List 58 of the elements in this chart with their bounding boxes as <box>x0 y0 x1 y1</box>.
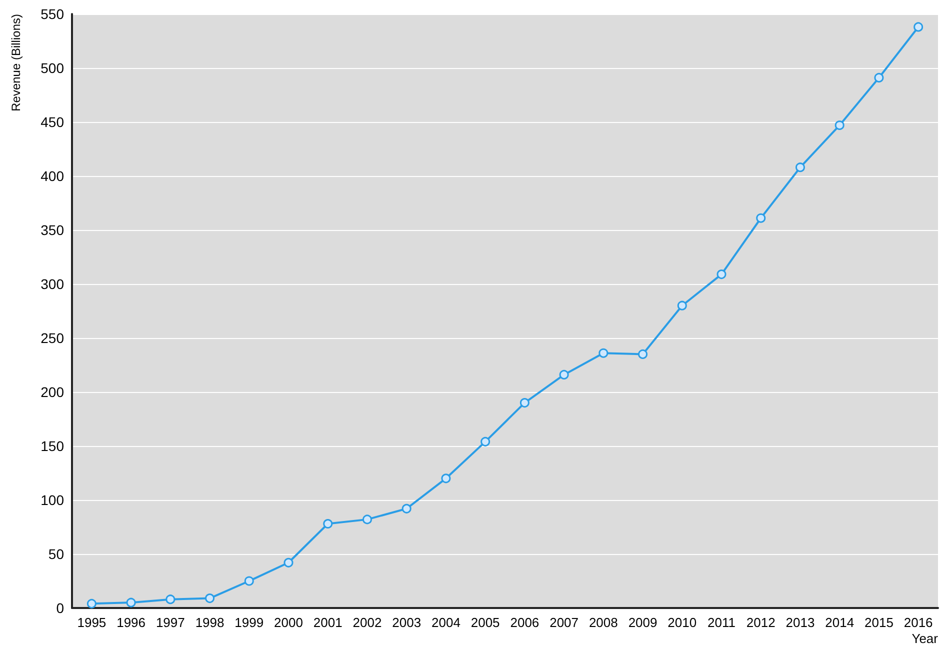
x-tick-label: 2008 <box>588 615 618 630</box>
x-tick-label: 2010 <box>668 615 697 630</box>
y-tick-label: 200 <box>40 384 64 400</box>
x-tick-label: 2012 <box>746 615 776 630</box>
y-axis-title: Revenue (Billions) <box>9 14 23 112</box>
x-tick-label: 1996 <box>116 615 146 630</box>
point <box>480 436 490 446</box>
y-tick-label: 100 <box>40 492 64 508</box>
x-tick-label: 1995 <box>77 615 106 630</box>
point <box>323 519 333 529</box>
point <box>402 504 412 514</box>
x-tick-label: 2002 <box>352 615 382 630</box>
x-tick-label: 1997 <box>156 615 185 630</box>
y-tick-label: 250 <box>40 330 64 346</box>
x-tick-label: 2016 <box>904 615 933 630</box>
y-tick-label: 450 <box>40 114 64 130</box>
x-tick-label: 2013 <box>786 615 815 630</box>
y-tick-label: 0 <box>56 600 64 616</box>
point <box>795 162 805 172</box>
y-tick-label: 400 <box>40 168 64 184</box>
x-tick-label: 2014 <box>825 615 854 630</box>
x-tick-label: 2001 <box>313 615 342 630</box>
point <box>205 594 215 604</box>
x-tick-label: 2009 <box>628 615 658 630</box>
x-tick-label: 2015 <box>864 615 894 630</box>
point <box>874 72 884 82</box>
point <box>86 598 96 608</box>
x-tick-label: 2004 <box>431 615 460 630</box>
point <box>756 213 766 223</box>
y-tick-label: 350 <box>40 222 64 238</box>
point <box>914 22 924 32</box>
y-tick-label: 150 <box>40 438 64 454</box>
point <box>677 300 687 310</box>
point <box>126 598 136 608</box>
point <box>638 349 648 359</box>
y-tick-label: 50 <box>48 546 64 562</box>
y-tick-label: 500 <box>40 60 64 76</box>
point <box>441 474 451 484</box>
x-tick-label: 2011 <box>708 615 736 630</box>
x-tick-label: 2000 <box>274 615 303 630</box>
y-tick-label: 300 <box>40 276 64 292</box>
point <box>166 594 176 604</box>
point <box>834 120 844 130</box>
x-tick-label: 2006 <box>510 615 540 630</box>
x-tick-label: 1999 <box>234 615 264 630</box>
x-tick-label: 1998 <box>195 615 224 630</box>
point <box>244 576 254 586</box>
point <box>284 558 294 568</box>
x-tick-label: 2003 <box>392 615 422 630</box>
point <box>362 514 372 524</box>
point <box>559 370 569 380</box>
x-tick-label: 2007 <box>550 615 579 630</box>
point <box>520 398 530 408</box>
y-tick-label: 550 <box>40 6 64 22</box>
x-tick-label: 2005 <box>470 615 500 630</box>
point <box>716 270 726 280</box>
point <box>598 348 608 358</box>
x-axis-title: Year <box>912 631 939 646</box>
